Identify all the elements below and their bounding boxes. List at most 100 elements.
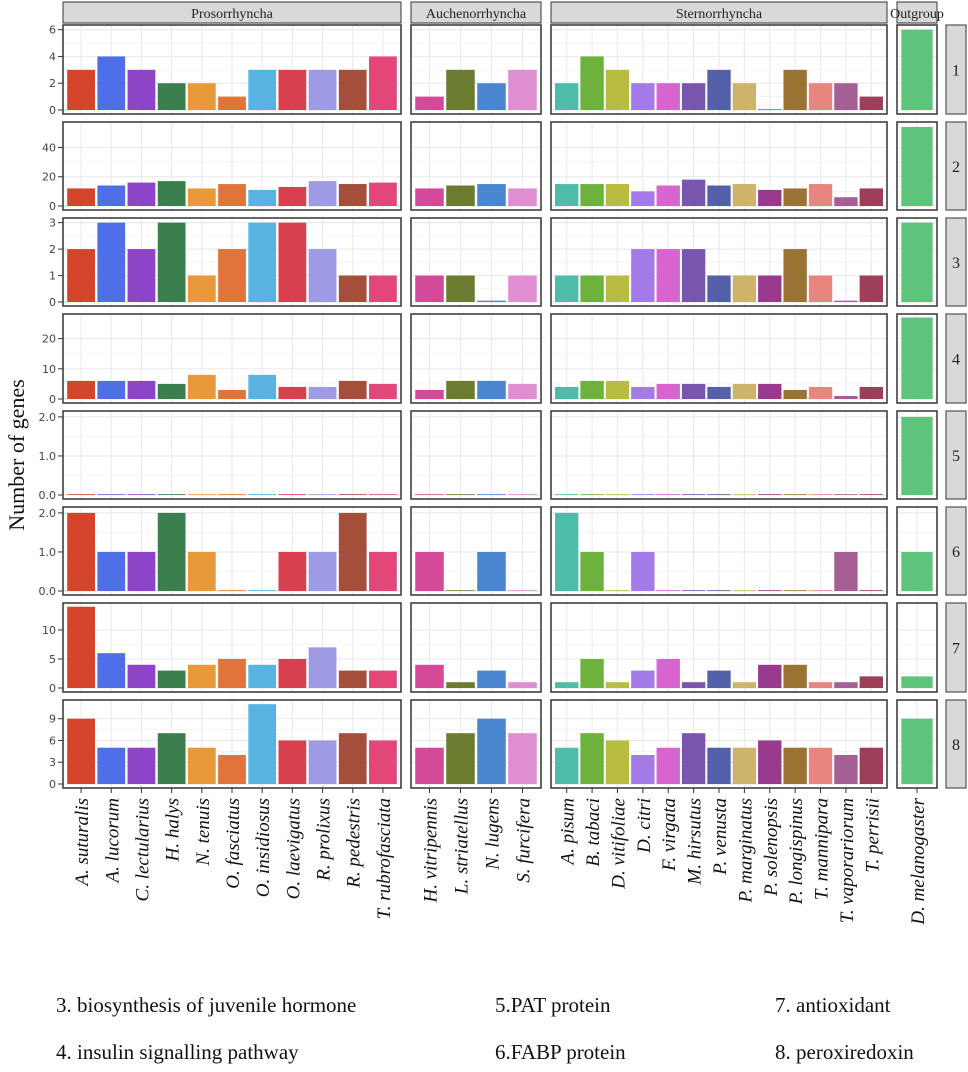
bar-4-r-prolixus — [308, 386, 337, 399]
bar-8-d-citri — [631, 754, 655, 784]
panel-border-3-auchenorrhyncha — [410, 217, 542, 307]
bar-1-o-fasciatus — [218, 96, 246, 110]
x-tick-label-t-perrisii: T. perrisii — [862, 798, 883, 873]
x-tick-label-p-longispinus: P. longispinus — [786, 798, 807, 905]
bar-3-p-marginatus — [732, 275, 757, 302]
x-tick-label-r-pedestris: R. pedestris — [344, 798, 365, 889]
bar-4-h-vitripennis — [415, 389, 444, 399]
bar-8-a-pisum — [555, 747, 579, 784]
bar-5-n-lugens — [477, 494, 506, 495]
bar-1-a-lucorum — [97, 56, 126, 110]
row-strip-label-3: 3 — [952, 255, 960, 272]
bar-4-t-perrisii — [859, 386, 883, 399]
bar-6-d-melanogaster — [901, 551, 933, 591]
bar-3-t-mannipara — [808, 275, 833, 302]
row-strip-label-2: 2 — [952, 159, 960, 176]
bar-1-d-citri — [631, 83, 655, 110]
bar-2-o-insidiosus — [248, 189, 277, 206]
x-tick-label-n-tenuis: N. tenuis — [193, 798, 214, 867]
bar-6-p-solenopsis — [758, 590, 782, 591]
bar-4-d-vitifoliae — [605, 380, 630, 399]
bar-5-o-laevigatus — [278, 494, 307, 495]
bar-6-a-lucorum — [97, 551, 126, 591]
strip-outgroup — [896, 1, 938, 24]
panel-border-5-sternorrhyncha — [550, 410, 888, 500]
bar-5-t-perrisii — [859, 494, 883, 495]
bar-6-o-insidiosus — [248, 590, 277, 591]
bar-1-r-pedestris — [338, 69, 367, 110]
panel-border-7-prosorrhyncha — [62, 602, 402, 693]
bar-5-d-citri — [631, 494, 655, 495]
row-strip-5 — [945, 410, 967, 500]
row-strip-label-1: 1 — [952, 63, 960, 80]
bar-1-f-virgata — [656, 83, 680, 110]
bar-2-p-marginatus — [732, 184, 757, 206]
bar-2-d-melanogaster — [901, 126, 933, 206]
bar-5-m-hirsutus — [681, 494, 706, 495]
x-tick-label-n-lugens: N. lugens — [483, 798, 504, 871]
bar-6-p-venusta — [707, 590, 731, 591]
bar-7-d-citri — [631, 670, 655, 688]
bar-3-d-vitifoliae — [605, 275, 630, 302]
bar-1-d-melanogaster — [901, 29, 933, 110]
bar-1-p-marginatus — [732, 83, 757, 110]
y-tick-label: 0 — [49, 682, 56, 695]
y-tick-label: 3 — [49, 217, 56, 230]
bar-2-r-pedestris — [338, 184, 367, 206]
bar-7-d-melanogaster — [901, 676, 933, 688]
bar-6-d-vitifoliae — [605, 590, 630, 591]
strip-auchenorrhyncha — [410, 1, 542, 24]
x-tick-label-d-melanogaster: D. melanogaster — [908, 797, 929, 925]
bar-8-n-tenuis — [187, 747, 216, 784]
bar-4-b-tabaci — [580, 380, 604, 399]
bar-2-t-vaporariorum — [834, 197, 858, 206]
bar-3-r-prolixus — [308, 249, 337, 302]
bar-2-p-venusta — [707, 185, 731, 206]
panel-border-6-auchenorrhyncha — [410, 506, 542, 596]
bar-6-r-prolixus — [308, 551, 337, 591]
bar-3-o-laevigatus — [278, 222, 307, 302]
bar-6-t-rubrofasciata — [369, 551, 397, 591]
bar-6-o-laevigatus — [278, 551, 307, 591]
bar-5-t-rubrofasciata — [369, 494, 397, 495]
bar-4-t-mannipara — [808, 386, 833, 399]
bar-6-t-vaporariorum — [834, 551, 858, 591]
bar-4-o-insidiosus — [248, 374, 277, 399]
bar-8-a-suturalis — [67, 718, 95, 784]
x-tick-label-b-tabaci: B. tabaci — [583, 798, 604, 867]
bar-3-p-venusta — [707, 275, 731, 302]
legend-item-3: 3. biosynthesis of juvenile hormone — [56, 993, 357, 1017]
bar-1-r-prolixus — [308, 69, 337, 110]
bar-2-a-suturalis — [67, 188, 95, 206]
row-strip-label-7: 7 — [952, 641, 960, 658]
y-tick-label: 4 — [49, 50, 56, 63]
bar-1-m-hirsutus — [681, 83, 706, 110]
panel-border-6-prosorrhyncha — [62, 506, 402, 596]
bar-7-m-hirsutus — [681, 682, 706, 688]
bar-5-a-suturalis — [67, 494, 95, 495]
bar-8-o-fasciatus — [218, 754, 246, 784]
bar-4-p-solenopsis — [758, 383, 782, 399]
bar-6-c-lectularius — [127, 551, 156, 591]
row-strip-label-4: 4 — [952, 352, 960, 369]
bar-2-t-mannipara — [808, 184, 833, 206]
bar-6-d-citri — [631, 551, 655, 591]
bar-7-n-lugens — [477, 670, 506, 688]
row-strip-label-8: 8 — [952, 737, 960, 754]
bar-2-s-furcifera — [508, 188, 537, 206]
strip-prosorrhyncha — [62, 1, 402, 24]
bar-6-h-vitripennis — [415, 551, 444, 591]
bar-2-t-rubrofasciata — [369, 182, 397, 206]
bar-2-n-tenuis — [187, 188, 216, 206]
bar-8-o-insidiosus — [248, 704, 277, 784]
panel-border-1-sternorrhyncha — [550, 24, 888, 115]
bar-4-n-lugens — [477, 380, 506, 399]
bar-1-t-perrisii — [859, 96, 883, 110]
bar-7-a-pisum — [555, 682, 579, 688]
legend-item-6: 6.FABP protein — [495, 1040, 626, 1064]
bar-3-a-suturalis — [67, 249, 95, 302]
y-tick-label: 1 — [49, 270, 56, 283]
bar-7-d-vitifoliae — [605, 682, 630, 688]
bar-5-h-vitripennis — [415, 494, 444, 495]
bar-6-a-pisum — [555, 512, 579, 591]
